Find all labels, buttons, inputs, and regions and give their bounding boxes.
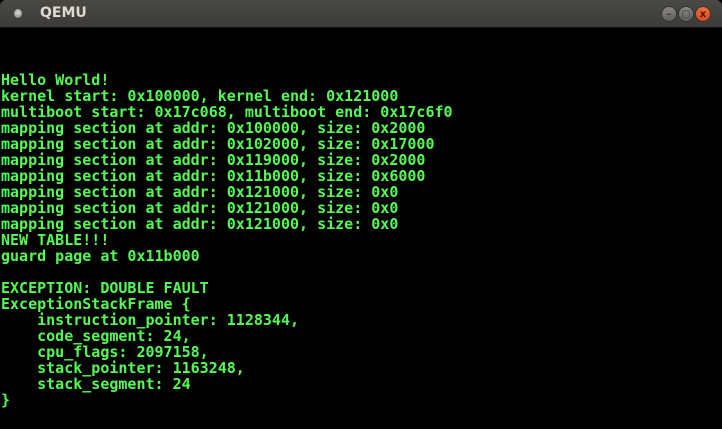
console-line: mapping section at addr: 0x121000, size:… bbox=[1, 199, 399, 217]
vm-display[interactable]: Hello World! kernel start: 0x100000, kern… bbox=[0, 28, 722, 429]
console-line: stack_pointer: 1163248, bbox=[1, 359, 245, 377]
console-line: guard page at 0x11b000 bbox=[1, 247, 200, 265]
console-line: ExceptionStackFrame { bbox=[1, 295, 191, 313]
close-button[interactable]: x bbox=[695, 6, 711, 22]
console-line: mapping section at addr: 0x121000, size:… bbox=[1, 183, 399, 201]
console-line: } bbox=[1, 391, 11, 409]
console-line: code_segment: 24, bbox=[1, 327, 191, 345]
console-line bbox=[1, 264, 453, 280]
console-line: mapping section at addr: 0x102000, size:… bbox=[1, 135, 435, 153]
window-titlebar[interactable]: QEMU – □ x bbox=[0, 0, 722, 28]
console-line: kernel start: 0x100000, kernel end: 0x12… bbox=[1, 87, 399, 105]
console-line: instruction_pointer: 1128344, bbox=[1, 311, 300, 329]
window-title: QEMU bbox=[40, 5, 87, 21]
maximize-button[interactable]: □ bbox=[678, 6, 694, 22]
console-line: NEW TABLE!!! bbox=[1, 231, 110, 249]
console-line: mapping section at addr: 0x11b000, size:… bbox=[1, 167, 426, 185]
console-output: Hello World! kernel start: 0x100000, kern… bbox=[1, 72, 453, 408]
console-line: cpu_flags: 2097158, bbox=[1, 343, 209, 361]
qemu-app-icon bbox=[14, 9, 22, 18]
console-line: EXCEPTION: DOUBLE FAULT bbox=[1, 279, 209, 297]
console-line: multiboot start: 0x17c068, multiboot end… bbox=[1, 103, 453, 121]
console-line: stack_segment: 24 bbox=[1, 375, 191, 393]
console-line: Hello World! bbox=[1, 71, 110, 89]
console-line: mapping section at addr: 0x100000, size:… bbox=[1, 119, 426, 137]
minimize-button[interactable]: – bbox=[661, 6, 677, 22]
console-line: mapping section at addr: 0x119000, size:… bbox=[1, 151, 426, 169]
console-line: mapping section at addr: 0x121000, size:… bbox=[1, 215, 399, 233]
